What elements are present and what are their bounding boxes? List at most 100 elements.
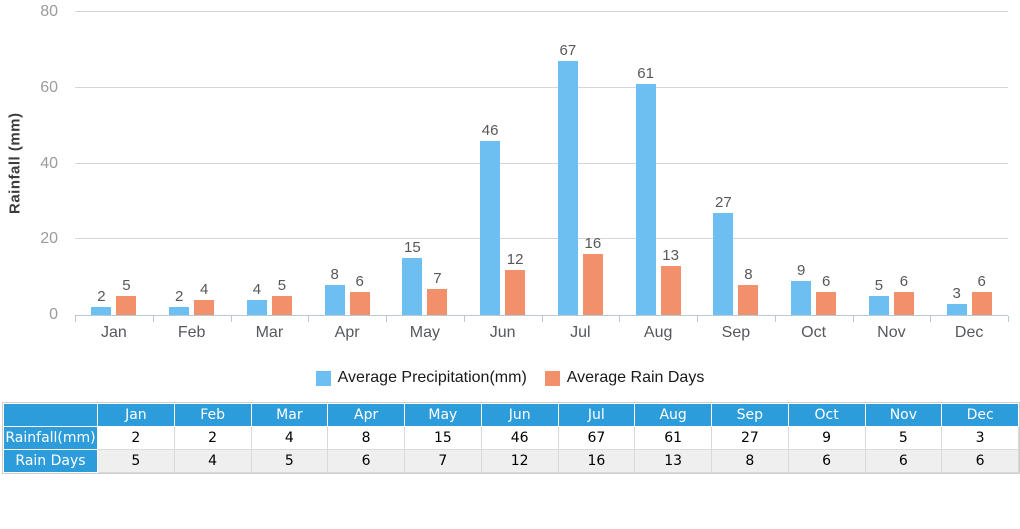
legend-label: Average Precipitation(mm) <box>337 369 527 386</box>
table-cell: 7 <box>404 449 482 473</box>
column-header-jun: Jun <box>480 403 559 427</box>
column-header-jul: Jul <box>557 403 636 427</box>
x-axis-label-mar: Mar <box>255 324 284 341</box>
table-header-row: Jan Feb Mar Apr May Jun Jul Aug Sep Oct Nov Dec <box>3 403 1019 427</box>
table-cell: 16 <box>557 449 636 473</box>
column-header-oct: Oct <box>787 403 866 427</box>
bar-value-label: 3 <box>952 284 961 302</box>
bar-value-label: 8 <box>330 265 339 283</box>
table-cell: 8 <box>327 426 405 450</box>
bar-value-label: 13 <box>662 246 679 264</box>
bar-value-label: 12 <box>506 250 524 268</box>
column-header-apr: Apr <box>327 403 405 427</box>
table-cell: 6 <box>787 449 866 473</box>
bar-value-label: 7 <box>433 269 442 287</box>
bar-average-rain-days-sep <box>738 284 759 315</box>
bar-average-rain-days-dec <box>971 292 992 315</box>
x-axis-tick <box>930 316 932 322</box>
column-header-dec: Dec <box>941 403 1019 427</box>
column-header-feb: Feb <box>173 403 252 427</box>
bar-average-precipitation-mm-aug <box>635 83 656 315</box>
row-label-rainfall-mm: Rainfall(mm) <box>3 426 98 450</box>
table-cell: 46 <box>480 426 559 450</box>
legend-swatch <box>315 370 331 386</box>
x-axis-label-oct: Oct <box>801 324 827 341</box>
bar-average-precipitation-mm-mar <box>246 299 267 315</box>
gridline-40 <box>75 162 1008 164</box>
bar-average-precipitation-mm-nov <box>868 296 889 315</box>
table-cell: 3 <box>941 426 1019 450</box>
bar-value-label: 15 <box>404 239 421 257</box>
data-table: Jan Feb Mar Apr May Jun Jul Aug Sep Oct Nov Dec Rain… <box>3 403 1019 473</box>
bar-average-rain-days-may <box>427 288 448 315</box>
table-corner-cell <box>3 403 98 427</box>
x-axis-tick <box>1008 316 1009 322</box>
bar-average-precipitation-mm-sep <box>713 212 734 315</box>
table-cell: 9 <box>787 426 866 450</box>
table-cell: 15 <box>404 426 482 450</box>
bar-value-label: 4 <box>252 280 262 298</box>
table-cell: 61 <box>634 426 712 450</box>
gridline-60 <box>75 86 1008 88</box>
table-cell: 8 <box>711 449 789 473</box>
x-axis-tick <box>852 316 854 322</box>
table-cell: 27 <box>711 426 789 450</box>
bar-value-label: 67 <box>559 42 577 60</box>
bar-average-rain-days-feb <box>194 299 215 315</box>
table-cell: 6 <box>864 449 943 473</box>
bar-value-label: 2 <box>174 288 184 306</box>
x-axis-tick <box>619 316 621 322</box>
x-axis-tick <box>75 316 76 322</box>
table-cell: 67 <box>557 426 636 450</box>
x-axis-label-dec: Dec <box>954 324 984 341</box>
bar-average-rain-days-jan <box>116 296 137 315</box>
y-axis-tick-label: 80 <box>40 3 58 20</box>
y-axis-tick-label: 20 <box>40 230 58 248</box>
bar-value-label: 46 <box>481 121 499 139</box>
bar-average-precipitation-mm-jul <box>557 61 578 315</box>
column-header-nov: Nov <box>864 403 943 427</box>
row-label-rain-days: Rain Days <box>3 449 98 473</box>
table-cell: 5 <box>250 449 329 473</box>
x-axis-label-aug: Aug <box>643 324 673 341</box>
legend-label: Average Rain Days <box>566 369 705 386</box>
x-axis-tick <box>463 316 465 322</box>
x-axis-label-feb: Feb <box>177 324 206 341</box>
x-axis-label-may: May <box>409 324 440 341</box>
bar-value-label: 4 <box>199 280 209 298</box>
x-axis-tick <box>386 316 387 322</box>
bar-value-label: 6 <box>821 273 831 291</box>
bar-value-label: 6 <box>977 273 986 291</box>
x-axis-tick <box>152 316 154 322</box>
x-axis-label-jan: Jan <box>100 324 127 341</box>
x-axis-label-sep: Sep <box>721 324 751 341</box>
bar-value-label: 6 <box>899 273 909 291</box>
bar-value-label: 61 <box>637 64 654 82</box>
chart-legend: Average Precipitation(mm) Average Rain Da… <box>0 367 1020 389</box>
bar-average-precipitation-mm-oct <box>791 280 812 315</box>
bar-average-precipitation-mm-may <box>402 258 423 315</box>
table-cell: 6 <box>941 449 1019 473</box>
table-cell: 6 <box>327 449 405 473</box>
table-cell: 5 <box>97 449 175 473</box>
table-row-rainfall-mm: Rainfall(mm) 2 2 4 8 15 46 67 61 27 9 5 3 <box>3 426 1019 450</box>
x-axis-label-apr: Apr <box>334 324 360 341</box>
table-row-rain-days: Rain Days 5 4 5 6 7 12 16 13 8 6 6 6 <box>3 449 1019 473</box>
legend-item-average-precipitation-mm[interactable]: Average Precipitation(mm) <box>315 369 527 387</box>
bar-value-label: 5 <box>277 277 287 295</box>
y-axis-tick-label: 40 <box>40 154 58 172</box>
table-cell: 13 <box>634 449 712 473</box>
x-axis-tick <box>230 316 232 322</box>
bar-average-rain-days-jun <box>505 269 526 315</box>
legend-item-average-rain-days[interactable]: Average Rain Days <box>544 369 705 387</box>
x-axis-tick <box>697 316 698 322</box>
gridline-80 <box>75 11 1008 12</box>
table-cell: 12 <box>480 449 559 473</box>
bar-value-label: 5 <box>122 277 131 295</box>
column-header-sep: Sep <box>711 403 789 427</box>
table-cell: 4 <box>250 426 329 450</box>
bar-average-rain-days-apr <box>349 292 370 315</box>
x-axis-label-jun: Jun <box>489 324 516 341</box>
table-cell: 5 <box>864 426 943 450</box>
